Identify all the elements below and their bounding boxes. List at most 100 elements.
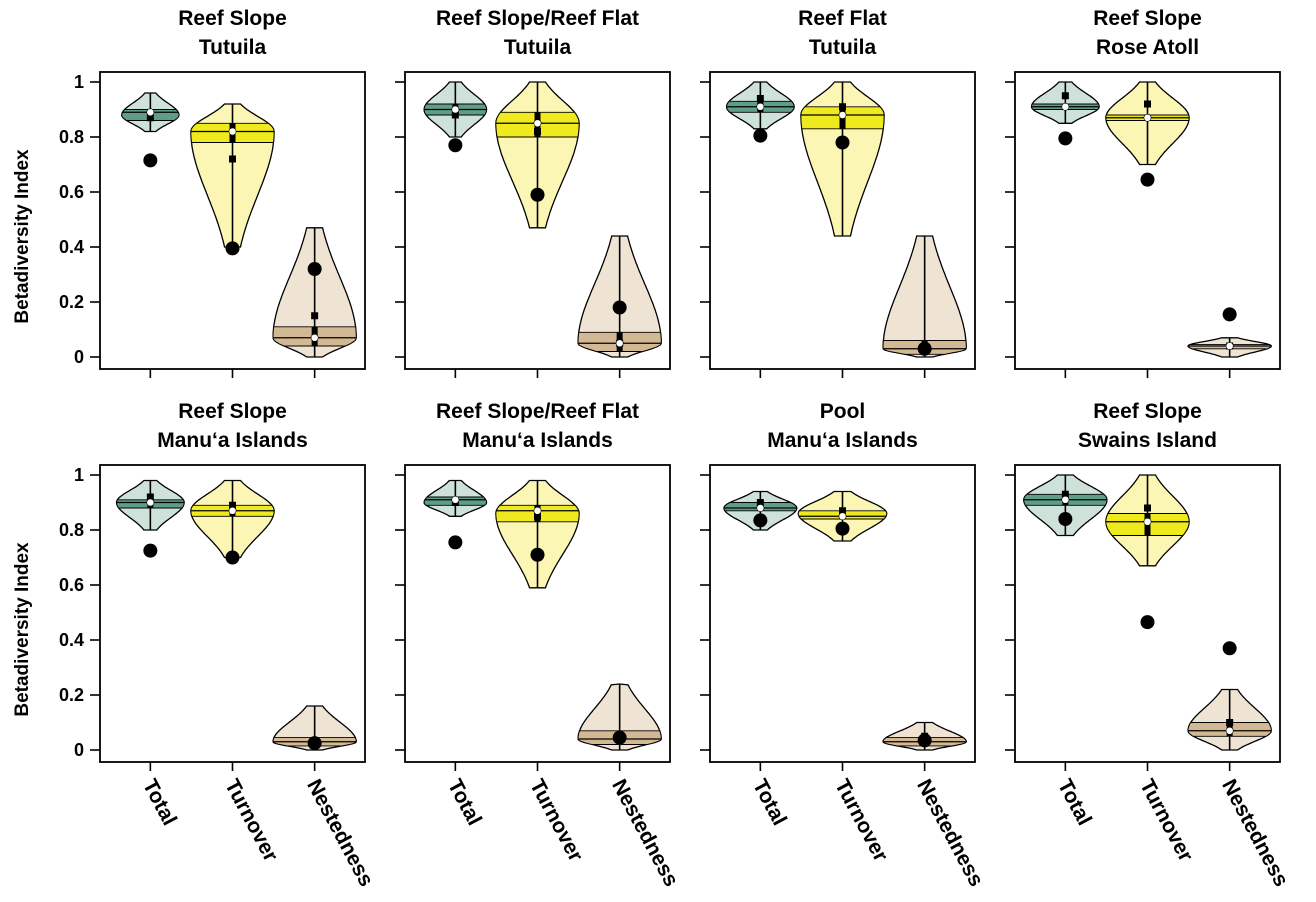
observed-value-point (448, 535, 463, 550)
panel-frame (99, 464, 366, 763)
observed-value-point (753, 513, 768, 528)
observed-value-point (530, 187, 545, 202)
violin-median-dot (1143, 113, 1152, 122)
panel-2: Reef Flat Tutuila (700, 7, 976, 378)
violin-median-dot (756, 504, 765, 512)
violin-median-dot (228, 127, 237, 136)
x-category-label: Turnover (525, 776, 587, 866)
y-tick-label: 0.4 (59, 630, 84, 650)
observed-value-point (143, 153, 158, 168)
x-category-label: Nestedness (912, 776, 988, 891)
panel-title-line1: Reef Flat (798, 7, 887, 30)
panel-title-line2: Manu‘a Islands (157, 429, 308, 452)
violin-median-dot (310, 333, 319, 342)
observed-value-point (612, 730, 627, 745)
violin-mean-marker (1061, 490, 1069, 498)
panel-title-line2: Tutuila (809, 36, 877, 59)
panel-0: Reef Slope Tutuila 0 0.2 0.4 0.6 0.8 1 (59, 7, 366, 378)
panel-title-line2: Manu‘a Islands (462, 429, 613, 452)
x-category-label: Nestedness (1217, 776, 1293, 891)
panel-frame (1014, 71, 1281, 370)
observed-value-point (143, 543, 158, 558)
violin-median-dot (146, 108, 155, 117)
observed-value-point (530, 547, 545, 562)
violin-median-dot (838, 512, 847, 521)
panel-frame (709, 71, 976, 370)
violin-median-dot (1225, 342, 1234, 350)
panel-title-line2: Tutuila (504, 36, 572, 59)
violin-mean-marker (534, 512, 541, 520)
panel-title-line1: Reef Slope/Reef Flat (436, 400, 639, 423)
observed-value-point (225, 241, 240, 256)
observed-value-point (917, 341, 932, 356)
panel-frame (404, 464, 671, 763)
y-tick-label: 0.2 (59, 685, 84, 705)
panel-title-line1: Pool (820, 400, 866, 423)
observed-value-point (835, 521, 850, 536)
violin-median-dot (228, 506, 237, 515)
panel-4: Reef Slope Manu‘a Islands 0 0.2 0.4 0.6 0.8 1 To… (59, 400, 378, 890)
panel-frame (709, 464, 976, 763)
violin-mean-marker (839, 507, 846, 515)
panel-3: Reef Slope Rose Atoll (1005, 7, 1281, 378)
observed-value-point (1058, 131, 1073, 146)
observed-value-point (307, 262, 322, 276)
panel-title-line2: Manu‘a Islands (767, 429, 918, 452)
panel-1: Reef Slope/Reef Flat Tutuila (395, 7, 671, 378)
violin-mean-marker (146, 114, 154, 122)
x-category-label: Turnover (830, 776, 892, 866)
x-category-label: Total (443, 776, 486, 830)
panel-frame (99, 71, 366, 370)
violin-median-dot (838, 111, 847, 119)
violin-mean-marker (756, 95, 764, 102)
observed-value-point (917, 733, 932, 748)
x-category-label: Total (1053, 776, 1096, 830)
panel-5: Reef Slope/Reef Flat Manu‘a Islands Total T… (395, 400, 683, 890)
violin-median-dot (1225, 726, 1234, 735)
violin-median-dot (451, 495, 460, 504)
observed-value-point (448, 138, 463, 153)
panel-title-line1: Reef Slope (178, 400, 287, 423)
observed-value-point (1140, 615, 1155, 630)
observed-value-point (835, 135, 850, 150)
panel-title-line2: Tutuila (199, 36, 267, 59)
y-axis-title: Betadiversity Index (12, 149, 33, 324)
violin-mean-marker (534, 128, 541, 135)
y-tick-label: 0.8 (59, 127, 84, 147)
observed-value-point (1140, 172, 1155, 187)
violin-mean-marker (1144, 100, 1151, 108)
y-tick-label: 0.4 (59, 237, 84, 257)
observed-value-point (307, 736, 322, 751)
violin-mean-marker (229, 155, 236, 163)
observed-value-point (225, 550, 240, 565)
violin-median-dot (451, 105, 460, 114)
y-tick-label: 0.8 (59, 520, 84, 540)
x-category-label: Turnover (220, 776, 282, 866)
observed-value-point (1222, 307, 1237, 322)
violin-mean-marker (1061, 92, 1069, 100)
violin-median-dot (533, 506, 542, 515)
y-tick-label: 0.6 (59, 182, 84, 202)
violin-mean-marker (756, 499, 764, 506)
panel-title-line2: Rose Atoll (1096, 36, 1199, 59)
violin-mean-marker (451, 111, 459, 119)
x-category-label: Nestedness (607, 776, 683, 891)
panel-title-line2: Swains Island (1078, 429, 1217, 452)
panel-frame (1014, 464, 1281, 763)
panel-title-line1: Reef Slope (178, 7, 287, 30)
y-tick-label: 0.2 (59, 292, 84, 312)
violin-median-dot (1143, 517, 1152, 526)
y-tick-label: 0 (74, 347, 84, 367)
x-category-label: Total (748, 776, 791, 830)
observed-value-point (1058, 512, 1073, 526)
x-category-label: Turnover (1135, 776, 1197, 866)
y-axis-title: Betadiversity Index (12, 542, 33, 717)
violin-mean-marker (146, 493, 154, 501)
y-tick-label: 1 (74, 72, 84, 92)
violin-median-dot (146, 498, 155, 507)
violin-median-dot (1061, 495, 1070, 504)
observed-value-point (753, 128, 768, 143)
x-category-label: Nestedness (302, 776, 378, 891)
observed-value-point (612, 300, 627, 315)
